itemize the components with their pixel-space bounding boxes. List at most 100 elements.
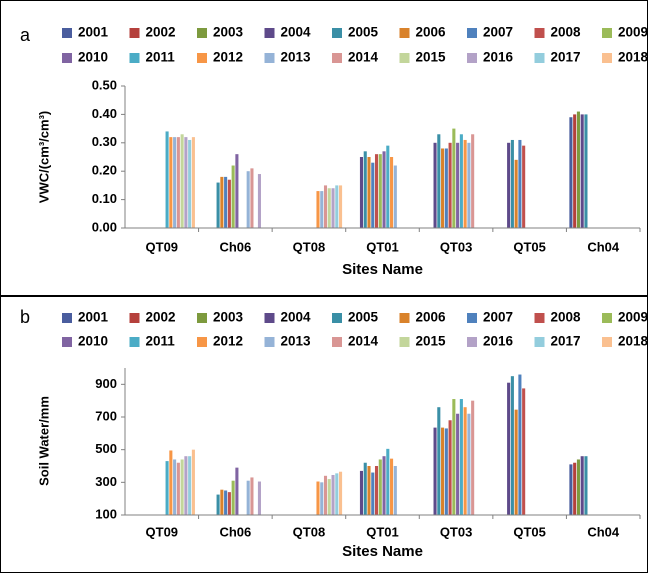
legend-swatch: [197, 28, 207, 38]
y-tick-label: 500: [95, 441, 117, 456]
legend-label: 2012: [213, 334, 243, 349]
bar: [448, 420, 452, 515]
x-tick-label: QT08: [293, 239, 326, 254]
legend-swatch: [264, 313, 275, 323]
bar: [471, 400, 475, 515]
bar: [433, 142, 437, 228]
legend-label: 2018: [618, 50, 649, 65]
bar: [320, 482, 324, 515]
bar: [191, 449, 195, 515]
bar: [382, 456, 386, 515]
legend-swatch: [602, 313, 612, 323]
bar: [584, 114, 588, 228]
y-tick-label: 700: [95, 408, 117, 423]
bar: [169, 137, 173, 228]
bar: [448, 142, 452, 228]
legend-label: 2006: [416, 25, 447, 40]
x-tick-label: QT08: [293, 524, 326, 539]
legend-label: 2006: [416, 310, 447, 325]
bar: [580, 456, 584, 515]
bar: [507, 142, 511, 228]
bar: [459, 399, 463, 515]
panel-label: b: [20, 307, 30, 327]
bar: [390, 458, 394, 515]
bar: [169, 450, 173, 515]
legend-swatch: [332, 53, 342, 63]
bar: [382, 151, 386, 228]
bar: [191, 137, 195, 228]
bar: [518, 374, 522, 515]
bar: [437, 407, 441, 515]
bar: [437, 134, 441, 228]
bar: [363, 462, 367, 515]
x-axis-title: Sites Name: [342, 261, 423, 278]
bar: [188, 139, 192, 228]
legend-swatch: [264, 28, 275, 38]
bar: [378, 154, 382, 228]
bar: [518, 139, 522, 228]
legend-swatch: [332, 28, 342, 38]
y-axis-title: VWC/(cm³/cm³): [36, 111, 51, 203]
bar: [227, 492, 231, 515]
bar: [235, 154, 239, 228]
y-tick-label: 0.30: [92, 134, 117, 149]
bar: [231, 165, 235, 228]
bar: [246, 480, 250, 515]
bar: [367, 157, 371, 228]
bar: [320, 191, 324, 228]
bar: [471, 134, 475, 228]
legend-label: 2017: [551, 334, 581, 349]
x-axis-title: Sites Name: [342, 543, 423, 560]
bar: [176, 137, 180, 228]
legend-swatch: [129, 337, 140, 347]
legend-swatch: [534, 313, 545, 323]
bar: [522, 145, 526, 228]
bar: [359, 470, 364, 515]
legend-label: 2014: [348, 50, 379, 65]
legend-label: 2011: [146, 50, 176, 65]
panel-frame: [0, 296, 648, 573]
bar: [463, 407, 467, 515]
legend-label: 2012: [213, 50, 243, 65]
y-tick-label: 100: [95, 506, 117, 521]
legend-swatch: [602, 53, 612, 63]
legend-swatch: [332, 313, 342, 323]
x-tick-label: QT03: [440, 239, 473, 254]
legend-label: 2008: [551, 25, 582, 40]
x-tick-label: Ch06: [219, 239, 251, 254]
y-tick-label: 0.00: [92, 219, 117, 234]
bar: [444, 148, 448, 228]
bar: [224, 490, 228, 515]
legend-label: 2007: [483, 25, 513, 40]
x-tick-label: QT05: [513, 524, 546, 539]
bar: [316, 481, 320, 515]
legend-label: 2005: [348, 310, 379, 325]
bar: [231, 480, 235, 515]
bar: [220, 489, 224, 515]
legend-swatch: [62, 53, 72, 63]
x-tick-label: QT03: [440, 524, 473, 539]
legend-swatch: [534, 53, 545, 63]
bar: [456, 142, 460, 228]
legend-label: 2013: [281, 50, 312, 65]
bar: [173, 137, 177, 228]
bar: [573, 114, 577, 228]
bar: [250, 477, 254, 515]
legend-swatch: [467, 53, 477, 63]
bar: [522, 388, 526, 515]
x-tick-label: QT01: [366, 524, 399, 539]
bar: [452, 399, 456, 515]
bar: [514, 159, 518, 228]
bar: [339, 471, 343, 515]
bar: [573, 462, 577, 515]
x-tick-label: QT01: [366, 239, 399, 254]
legend-label: 2003: [213, 310, 244, 325]
bar: [180, 134, 184, 228]
bar: [569, 464, 573, 515]
y-tick-label: 300: [95, 474, 117, 489]
bar: [224, 176, 228, 228]
bar: [235, 467, 239, 515]
bar: [327, 188, 331, 228]
bar: [188, 456, 192, 515]
